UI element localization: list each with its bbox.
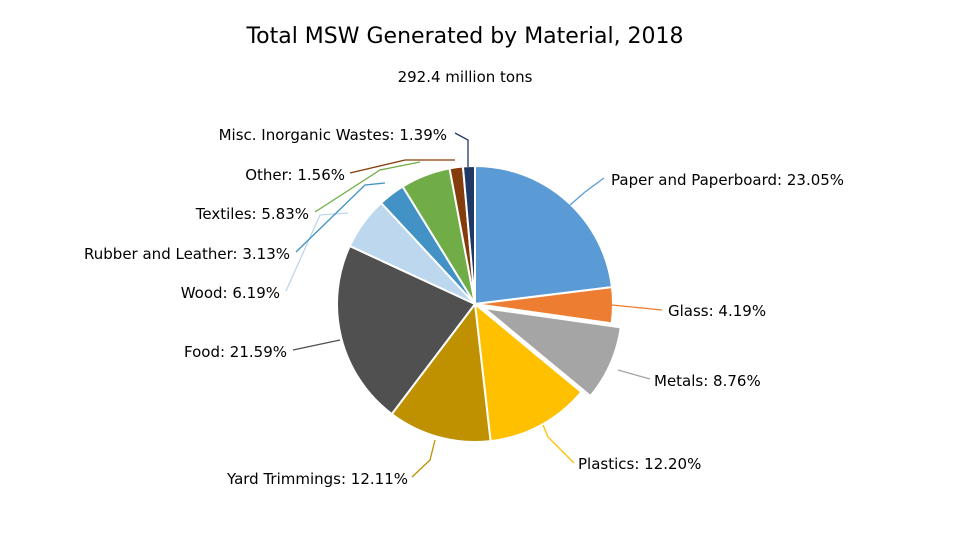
data-label: Metals: 8.76% [654, 372, 761, 390]
data-label: Yard Trimmings: 12.11% [226, 470, 408, 488]
leader-line [295, 182, 386, 253]
data-label: Other: 1.56% [245, 166, 345, 184]
pie-slice-misc-inorganic-wastes [461, 164, 476, 305]
data-label: Plastics: 12.20% [578, 455, 701, 473]
leader-line [292, 339, 341, 351]
pie-slice-paper-and-paperboard [474, 164, 614, 306]
leader-line [617, 369, 651, 380]
data-label: Rubber and Leather: 3.13% [84, 245, 290, 263]
data-label: Wood: 6.19% [181, 284, 280, 302]
leader-lines [285, 132, 663, 478]
leader-line [569, 177, 605, 206]
pie-slice-yard-trimmings [390, 301, 492, 443]
leader-line [454, 132, 469, 167]
data-label: Textiles: 5.83% [195, 205, 309, 223]
data-label: Misc. Inorganic Wastes: 1.39% [219, 126, 447, 144]
pie-slices [336, 164, 622, 443]
leader-line [314, 161, 421, 213]
leader-line [349, 159, 455, 174]
slice-labels: Paper and Paperboard: 23.05% Glass: 4.19%… [84, 126, 844, 488]
chart-subtitle: 292.4 million tons [398, 68, 533, 86]
leader-line [611, 304, 663, 311]
leader-line [411, 439, 436, 478]
leader-line [285, 212, 349, 292]
chart-title: Total MSW Generated by Material, 2018 [245, 24, 683, 49]
pie-slice-metals [480, 306, 622, 398]
data-label: Glass: 4.19% [668, 302, 766, 320]
data-label: Food: 21.59% [184, 343, 287, 361]
data-label: Paper and Paperboard: 23.05% [611, 171, 844, 189]
pie-slice-plastics [473, 301, 583, 443]
pie-slice-food [336, 244, 477, 416]
leader-line [542, 424, 575, 464]
